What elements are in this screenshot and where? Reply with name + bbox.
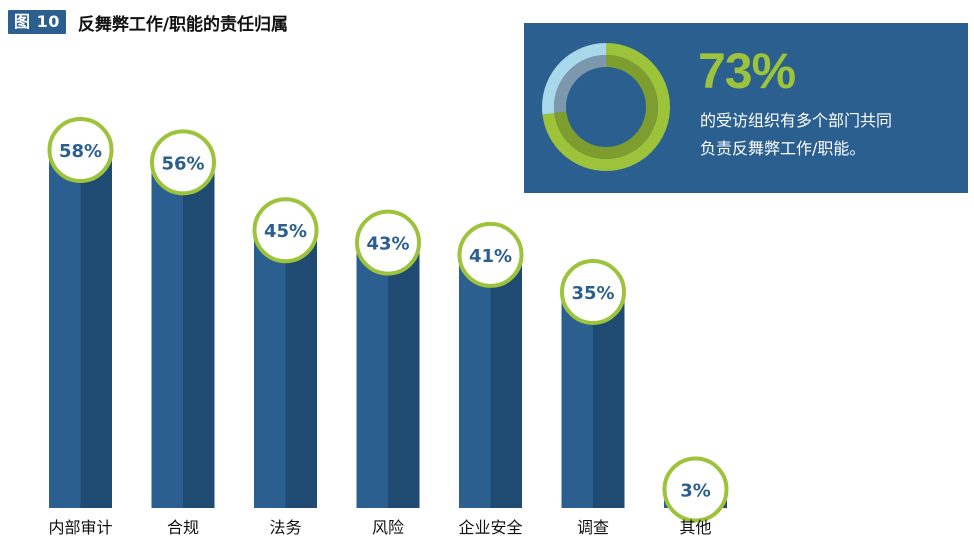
bar-shade [490, 254, 522, 508]
donut-chart-icon [542, 43, 670, 171]
bar-group: 58% 内部审计 [47, 117, 114, 537]
callout-box: 73% 的受访组织有多个部门共同 负责反舞弊工作/职能。 [524, 23, 968, 193]
value-ring [355, 209, 421, 276]
data-label: 45% [264, 221, 307, 242]
bar-group: 45% 法务 [252, 197, 319, 537]
figure-header: 图 10 反舞弊工作/职能的责任归属 [8, 9, 288, 35]
bar-shade [593, 291, 625, 508]
data-label: 35% [571, 283, 614, 304]
category-label: 调查 [577, 518, 609, 537]
data-label: 56% [161, 153, 204, 174]
figure-number-badge: 图 10 [8, 10, 66, 34]
value-ring [47, 117, 114, 183]
category-label: 企业安全 [458, 518, 522, 537]
value-ring [457, 221, 524, 288]
bar-group: 43% 风险 [355, 209, 421, 537]
category-label: 法务 [269, 518, 301, 537]
value-ring [150, 129, 216, 196]
bar-group: 41% 企业安全 [457, 221, 524, 537]
bar-shade [183, 162, 215, 508]
bar-group: 56% 合规 [150, 129, 216, 537]
bar-shade [80, 150, 112, 508]
category-label: 风险 [372, 518, 404, 537]
bar [561, 291, 593, 508]
bar [254, 230, 286, 508]
data-label: 43% [366, 234, 409, 255]
category-label: 合规 [167, 518, 199, 537]
category-label: 其他 [679, 518, 711, 537]
bar [49, 150, 81, 508]
bar-shade [388, 242, 420, 508]
donut-segment [542, 43, 670, 171]
data-label: 3% [680, 480, 711, 501]
callout-percentage: 73% [698, 43, 796, 99]
bar [151, 162, 183, 508]
data-label: 58% [59, 141, 102, 162]
callout-description: 的受访组织有多个部门共同 负责反舞弊工作/职能。 [700, 111, 893, 158]
bar-group: 3% 其他 [662, 456, 729, 537]
bar [459, 254, 491, 508]
bar-group: 35% 调查 [560, 258, 626, 537]
bar [356, 242, 388, 508]
category-label: 内部审计 [48, 518, 112, 537]
figure-title: 反舞弊工作/职能的责任归属 [77, 14, 289, 35]
bar-shade [285, 230, 317, 508]
value-ring [252, 197, 319, 264]
data-label: 41% [469, 246, 512, 267]
value-ring [560, 258, 626, 325]
donut-segment [554, 55, 658, 159]
value-ring [662, 456, 729, 523]
